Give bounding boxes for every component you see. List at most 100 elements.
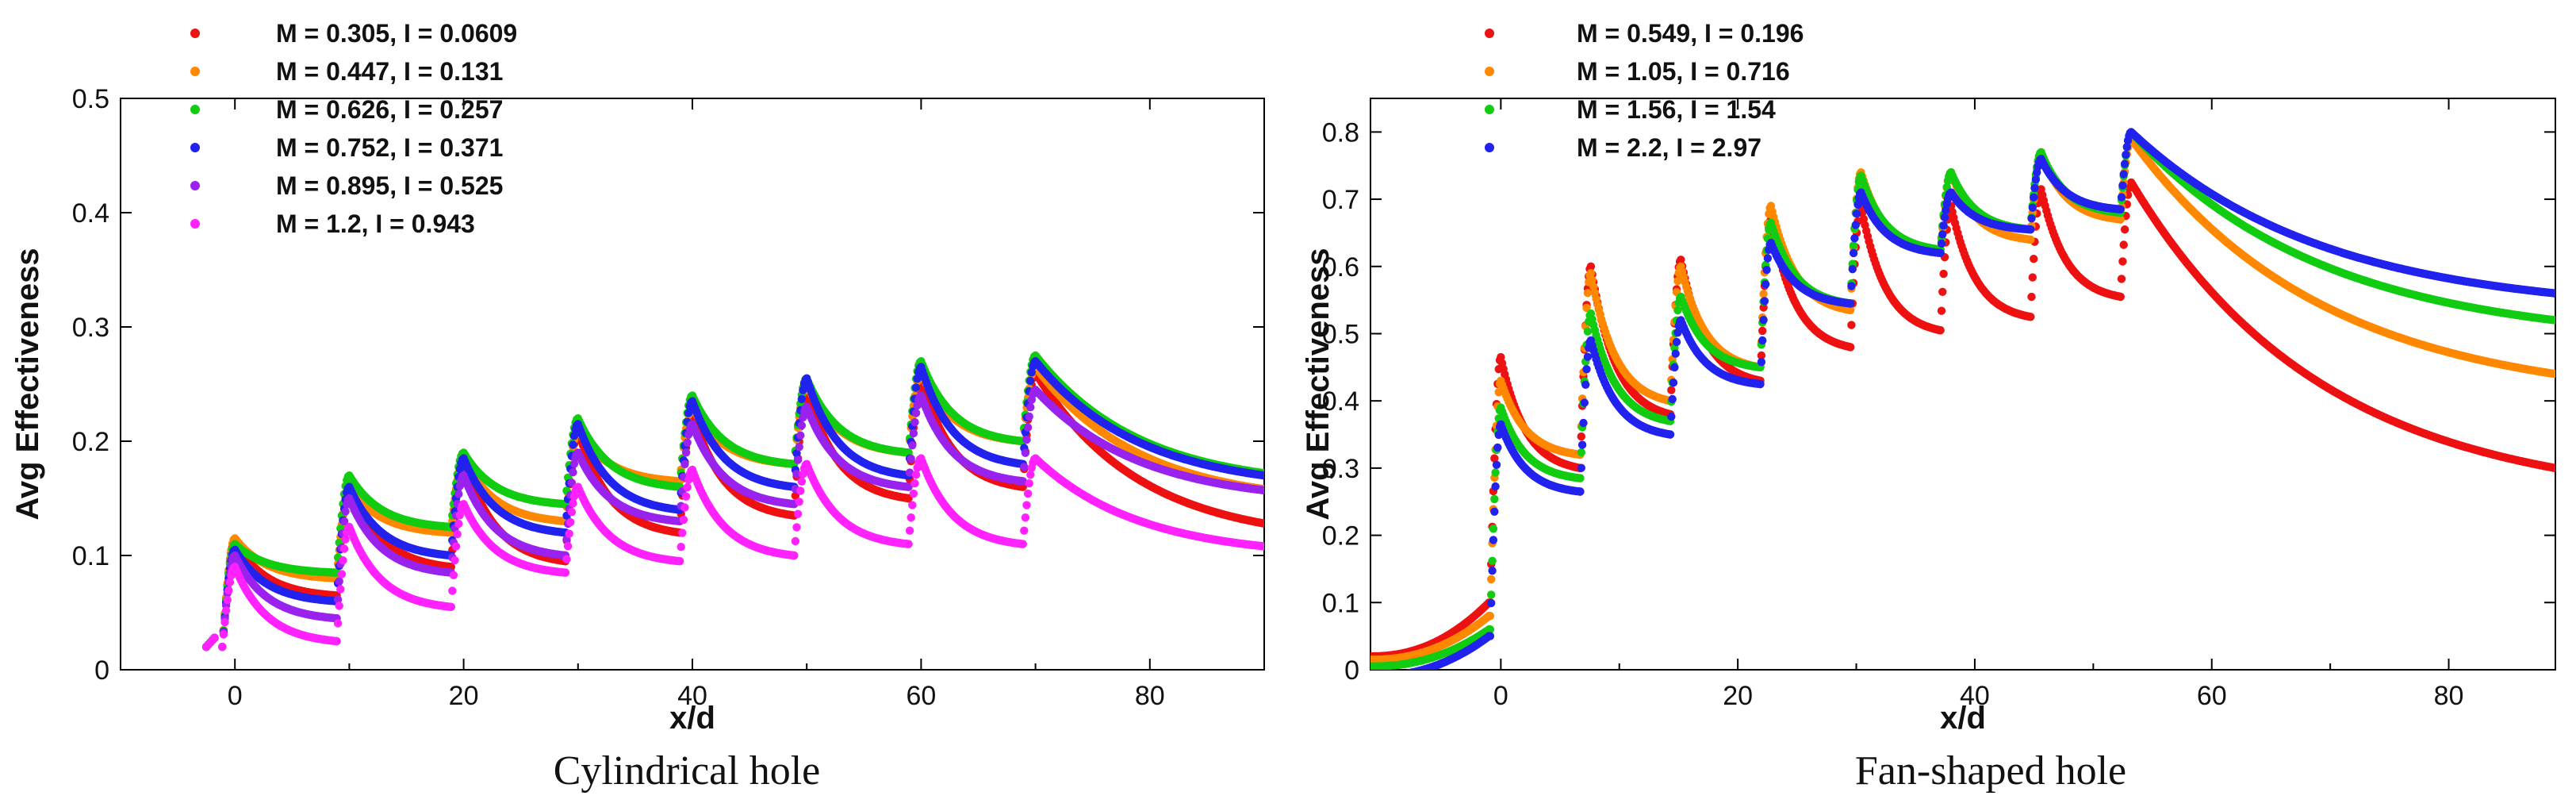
cyl-data-point — [904, 540, 913, 548]
cyl-data-point — [339, 544, 349, 553]
cyl-data-point — [911, 471, 921, 479]
cyl-y-tick-label: 0.3 — [72, 313, 109, 343]
cyl-data-point — [797, 477, 807, 486]
cyl-data-point — [561, 568, 570, 577]
cyl-data-point — [450, 555, 459, 565]
cyl-data-point — [1025, 479, 1033, 488]
cyl-y-tick-label: 0 — [94, 655, 109, 686]
cyl-data-point — [223, 595, 232, 605]
cyl-data-point — [1026, 471, 1035, 479]
cyl-data-point — [335, 577, 343, 586]
cyl-data-point — [792, 523, 801, 532]
cyl-data-point — [795, 498, 803, 506]
cyl-x-tick-label: 0 — [228, 681, 243, 711]
cyl-y-tick-label: 0.4 — [72, 198, 109, 229]
cyl-data-point — [341, 507, 350, 516]
cyl-data-point — [791, 536, 800, 546]
cyl-data-point — [567, 508, 577, 517]
cyl-y-tick-label: 0.1 — [72, 541, 109, 571]
cyl-x-axis-title: x/d — [669, 701, 715, 736]
cyl-data-point — [907, 454, 915, 463]
cyl-data-point — [793, 509, 803, 518]
cyl-data-point — [1020, 463, 1029, 471]
cyl-data-point — [563, 542, 573, 551]
cyl-data-point — [796, 486, 805, 495]
cyl-data-point — [1026, 403, 1035, 412]
cyl-data-point — [680, 459, 689, 469]
cyl-data-point — [790, 551, 799, 560]
cyl-data-point — [449, 571, 458, 579]
cyl-data-point — [1259, 486, 1264, 495]
cyl-x-tick-label: 20 — [449, 681, 479, 711]
cyl-data-point — [1021, 448, 1030, 457]
cyl-data-point — [569, 499, 577, 508]
cyl-data-point — [678, 528, 687, 537]
cyl-data-point — [1020, 526, 1029, 535]
cyl-data-point — [797, 394, 807, 404]
cyl-data-point — [911, 383, 921, 392]
cyl-data-point — [1022, 435, 1031, 444]
cyl-data-point — [675, 557, 684, 566]
cyl-data-point — [337, 570, 347, 578]
cyl-x-tick-label: 60 — [906, 681, 936, 711]
cyl-data-point — [910, 417, 919, 427]
cyl-data-point — [1023, 423, 1033, 432]
cyl-data-point — [1021, 513, 1030, 522]
cyl-data-point — [454, 490, 463, 498]
cyl-data-point — [795, 443, 803, 452]
cyl-series-2 — [201, 351, 1264, 651]
cyl-data-point — [454, 519, 463, 528]
cyl-data-point — [679, 515, 688, 525]
cyl-data-point — [335, 602, 343, 610]
cyl-data-point — [1022, 501, 1031, 509]
cyl-data-point — [447, 602, 455, 611]
cyl-data-point — [1023, 489, 1033, 498]
cyl-data-point — [1259, 519, 1264, 528]
cyl-data-point — [796, 431, 805, 440]
cyl-data-point — [908, 501, 917, 509]
cyl-data-point — [336, 585, 345, 594]
cyl-x-tick-label: 80 — [1135, 681, 1165, 711]
cyl-data-point — [1026, 376, 1035, 386]
cyl-data-point — [569, 440, 577, 449]
cyl-data-point — [680, 503, 689, 512]
cyl-data-point — [218, 643, 227, 651]
cyl-data-point — [681, 448, 691, 457]
cyl-data-point — [448, 586, 457, 595]
cyl-data-point — [220, 617, 229, 627]
cyl-data-point — [566, 517, 575, 527]
cyl-y-tick-label: 0.2 — [72, 427, 109, 457]
cyl-data-point — [797, 421, 807, 430]
cyl-data-point — [210, 633, 219, 642]
cyl-data-point — [1259, 471, 1264, 480]
cyl-data-point — [1018, 540, 1027, 548]
cyl-data-point — [569, 468, 577, 477]
cyl-data-point — [910, 479, 919, 488]
cyl-data-point — [677, 543, 685, 552]
cyl-y-tick-label: 0.5 — [72, 84, 109, 114]
cyl-caption: Cylindrical hole — [554, 748, 820, 794]
cyl-y-axis-title: Avg Effectiveness — [10, 248, 45, 520]
cyl-data-point — [224, 586, 233, 595]
cyl-data-point — [562, 555, 571, 563]
cyl-data-point — [333, 619, 343, 628]
cyl-data-point — [565, 529, 573, 538]
cyl-x-tick-label: 40 — [677, 681, 707, 711]
cyl-data-point — [683, 482, 692, 492]
cyl-data-point — [339, 556, 347, 565]
cyl-data-point — [793, 455, 803, 464]
cyl-data-point — [1025, 412, 1033, 421]
cyl-data-point — [332, 636, 341, 646]
cyl-data-point — [341, 535, 350, 544]
cyl-data-point — [219, 630, 228, 639]
cyl-data-point — [683, 438, 692, 447]
cyl-data-point — [453, 530, 462, 539]
cyl-data-point — [791, 491, 800, 500]
cyl-data-point — [905, 526, 914, 535]
cylindrical-hole-chart: 0 0.1 0.2 0.3 0.4 0.5 0 20 40 60 80 x/d Avg Effectiv… — [10, 19, 1265, 794]
cyl-data-point — [451, 542, 461, 551]
cyl-data-point — [221, 606, 231, 615]
cyl-data-point — [909, 429, 918, 438]
cyl-data-point — [907, 513, 915, 522]
